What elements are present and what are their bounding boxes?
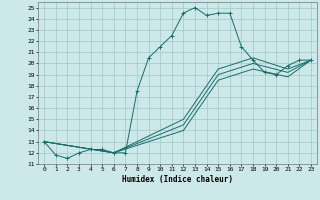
- X-axis label: Humidex (Indice chaleur): Humidex (Indice chaleur): [122, 175, 233, 184]
